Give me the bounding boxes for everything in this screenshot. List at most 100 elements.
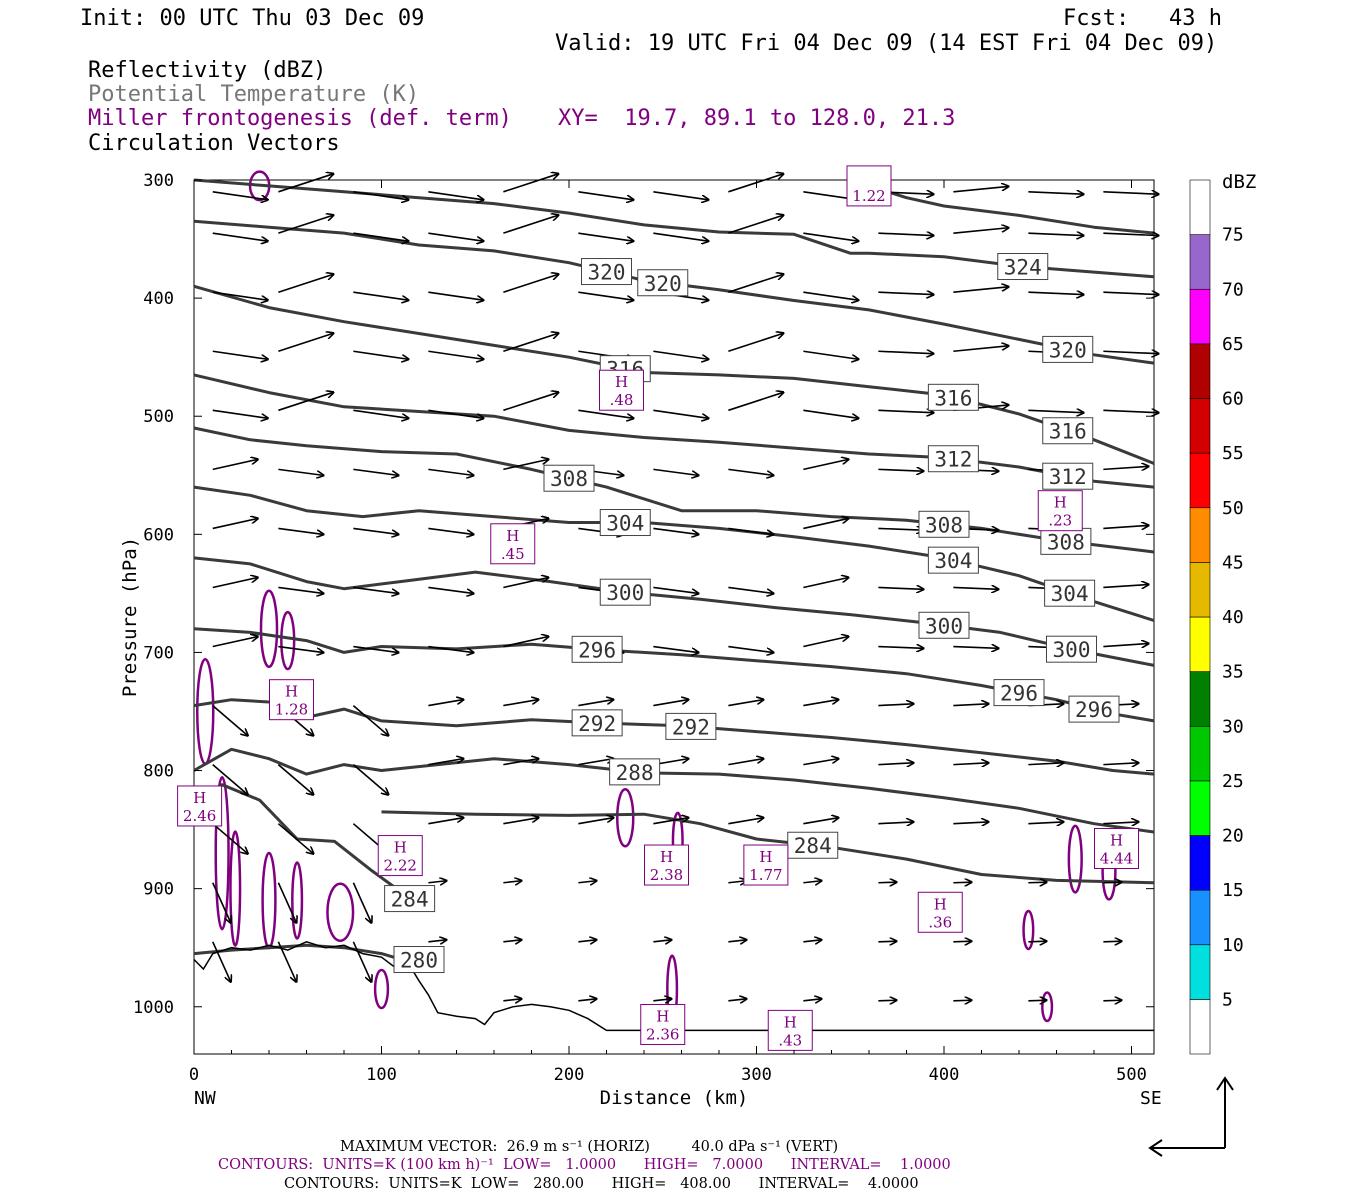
circulation-vector [578,940,596,942]
theta-label-300: 300 [918,611,970,639]
theta-label-box [993,679,1045,707]
x-tick-label: 400 [929,1065,960,1085]
field-vectors-label: Circulation Vectors [88,131,340,156]
frontogenesis-max-h: H [656,1007,669,1025]
circulation-vector [428,759,463,766]
circulation-vector [803,409,858,418]
circulation-vector [1028,233,1083,235]
theta-label-300: 300 [599,578,651,606]
theta-label-280: 280 [393,946,445,974]
circulation-vector [878,822,913,824]
circulation-vector [728,940,746,942]
footer-theta-contours: CONTOURS: UNITS=K LOW= 280.00 HIGH= 408.… [284,1176,919,1192]
circulation-vector [428,700,463,707]
circulation-vector [428,527,473,534]
frontogenesis-max-h: H [1110,831,1123,849]
theta-label-text: 300 [925,614,963,638]
circulation-vector [1028,822,1063,824]
frontogenesis-max-box [1037,490,1083,532]
circulation-vector [503,999,521,1001]
y-tick-label: 1000 [133,998,174,1018]
circulation-vector [503,274,558,293]
y-tick-label: 800 [143,762,174,782]
theta-label-text: 296 [578,638,616,662]
circulation-vector [728,468,773,475]
circulation-vector [1103,882,1121,883]
circulation-vector [212,191,268,200]
circulation-vector [653,468,698,475]
frontogenesis-max-value: .36 [928,913,952,931]
circulation-vector [878,763,913,765]
circulation-vector [728,527,773,534]
frontogenesis-max-box [767,1009,813,1051]
circulation-vector [428,645,473,653]
theta-label-316: 316 [1042,417,1094,445]
circulation-vector [878,587,923,589]
frontogenesis-max-label: H.48 [599,369,644,411]
x-endpoint-left: NW [194,1088,216,1109]
circulation-vector [1103,941,1121,942]
theta-label-text: 300 [606,581,644,605]
circulation-vector [953,941,971,942]
x-tick-label: 300 [741,1065,772,1085]
circulation-vector [803,459,848,471]
circulation-vector [428,191,483,200]
circulation-vector [803,759,838,766]
circulation-vector [212,459,258,471]
init-time: Init: 00 UTC Thu 03 Dec 09 [80,6,425,31]
frontogenesis-max-value: 1.22 [852,187,885,205]
circulation-vector [653,232,708,241]
frontogenesis-max-label: H4.44 [1094,827,1139,869]
frontogenesis-max-label: H1.28 [269,679,314,721]
frontogenesis-max-label: H2.46 [177,785,223,827]
circulation-vector [428,350,483,359]
theta-label-text: 308 [1047,530,1085,554]
theta-label-text: 288 [616,761,654,785]
y-tick-label: 300 [143,171,174,191]
circulation-vector [728,700,763,707]
circulation-vector [353,645,398,653]
circulation-vector [277,764,313,795]
frontogenesis-contour [1022,909,1035,951]
circulation-vector [212,764,248,795]
circulation-vector [803,518,848,530]
theta-contour-308 [193,426,1155,554]
circulation-vector [1103,410,1158,412]
circulation-vector [212,518,258,530]
circulation-vector [503,759,538,766]
valid-time: Valid: 19 UTC Fri 04 Dec 09 (14 EST Fri … [555,31,1218,56]
circulation-vector [1028,192,1083,194]
theta-label-box [393,946,445,974]
circulation-vector [1103,584,1148,587]
theta-contour-296 [193,627,1155,723]
circulation-vector [428,468,473,475]
frontogenesis-max-box [1094,827,1139,869]
circulation-vector [653,191,708,200]
circulation-vector [878,647,923,649]
circulation-vector [953,587,998,589]
frontogenesis-max-h: H [934,895,947,913]
circulation-vector [578,818,613,825]
circulation-vector [653,645,698,653]
circulation-vector [878,233,933,235]
circulation-vector [878,882,896,883]
footer-fronto-contours: CONTOURS: UNITS=K (100 km h)⁻¹ LOW= 1.00… [218,1157,951,1173]
circulation-vector [503,215,558,234]
circulation-vector [878,941,896,942]
frontogenesis-max-box [269,679,314,721]
theta-label-box [1042,417,1094,445]
circulation-vector [352,882,371,923]
circulation-vector [353,232,408,241]
theta-label-text: 308 [925,513,963,537]
circulation-vector [503,700,538,707]
circulation-vector [953,882,971,883]
circulation-vector [1103,192,1158,194]
circulation-vector [728,274,783,293]
theta-label-text: 292 [578,712,616,736]
theta-label-324: 324 [997,253,1049,281]
theta-label-box [599,509,651,537]
circulation-vector [953,346,1008,353]
x-axis-label: Distance (km) [600,1087,749,1109]
theta-label-box [665,712,717,740]
frontogenesis-max-box [846,165,892,207]
